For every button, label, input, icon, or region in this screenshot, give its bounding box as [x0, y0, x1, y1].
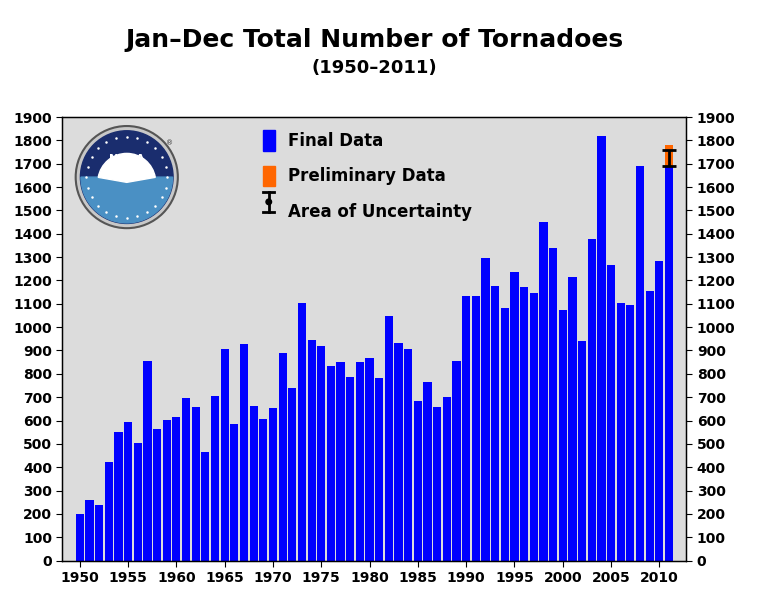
- Bar: [144, 361, 151, 561]
- Bar: [597, 136, 605, 561]
- Bar: [375, 378, 383, 561]
- Bar: [115, 432, 122, 561]
- Bar: [569, 277, 576, 561]
- Bar: [413, 401, 422, 561]
- Bar: [491, 286, 499, 561]
- Bar: [201, 452, 210, 561]
- Bar: [558, 310, 567, 561]
- Bar: [317, 346, 325, 561]
- Bar: [665, 166, 673, 561]
- Wedge shape: [81, 177, 172, 223]
- Bar: [395, 343, 402, 561]
- Text: ®: ®: [166, 140, 173, 146]
- Bar: [240, 344, 248, 561]
- Bar: [153, 429, 161, 561]
- Bar: [172, 417, 180, 561]
- Bar: [530, 293, 538, 561]
- Wedge shape: [98, 153, 155, 182]
- Bar: [105, 462, 113, 561]
- Bar: [510, 272, 519, 561]
- Bar: [366, 359, 374, 561]
- Bar: [278, 353, 287, 561]
- Bar: [269, 408, 277, 561]
- Bar: [520, 286, 528, 561]
- Bar: [221, 349, 229, 561]
- Bar: [655, 261, 664, 561]
- Bar: [76, 514, 84, 561]
- Bar: [192, 407, 200, 561]
- Circle shape: [80, 131, 173, 224]
- Bar: [288, 387, 296, 561]
- Bar: [298, 303, 306, 561]
- Bar: [182, 398, 190, 561]
- Bar: [617, 303, 625, 561]
- Bar: [626, 305, 634, 561]
- Bar: [607, 265, 615, 561]
- Bar: [327, 366, 335, 561]
- Bar: [250, 407, 257, 561]
- Bar: [336, 362, 345, 561]
- Bar: [124, 422, 132, 561]
- Bar: [133, 443, 142, 561]
- Bar: [404, 349, 413, 561]
- Bar: [578, 341, 587, 561]
- Bar: [259, 419, 268, 561]
- Text: (1950–2011): (1950–2011): [311, 59, 438, 76]
- Bar: [462, 296, 470, 561]
- Bar: [549, 248, 557, 561]
- Bar: [346, 376, 354, 561]
- Bar: [385, 317, 393, 561]
- Bar: [95, 505, 103, 561]
- Bar: [211, 396, 219, 561]
- Bar: [636, 166, 644, 561]
- Bar: [587, 240, 596, 561]
- Bar: [424, 382, 431, 561]
- Text: Jan–Dec Total Number of Tornadoes: Jan–Dec Total Number of Tornadoes: [126, 28, 623, 52]
- Text: NOAA: NOAA: [109, 153, 144, 164]
- Bar: [665, 145, 673, 166]
- Bar: [443, 397, 451, 561]
- Bar: [85, 500, 94, 561]
- Bar: [162, 419, 171, 561]
- Legend: Final Data, Preliminary Data, Area of Uncertainty: Final Data, Preliminary Data, Area of Un…: [258, 126, 477, 226]
- Bar: [481, 257, 490, 561]
- Circle shape: [76, 126, 178, 228]
- Bar: [646, 291, 654, 561]
- Bar: [472, 296, 480, 561]
- Bar: [501, 308, 509, 561]
- Bar: [539, 222, 548, 561]
- Bar: [356, 362, 364, 561]
- Bar: [230, 424, 239, 561]
- Bar: [452, 361, 461, 561]
- Bar: [307, 339, 316, 561]
- Bar: [433, 407, 441, 561]
